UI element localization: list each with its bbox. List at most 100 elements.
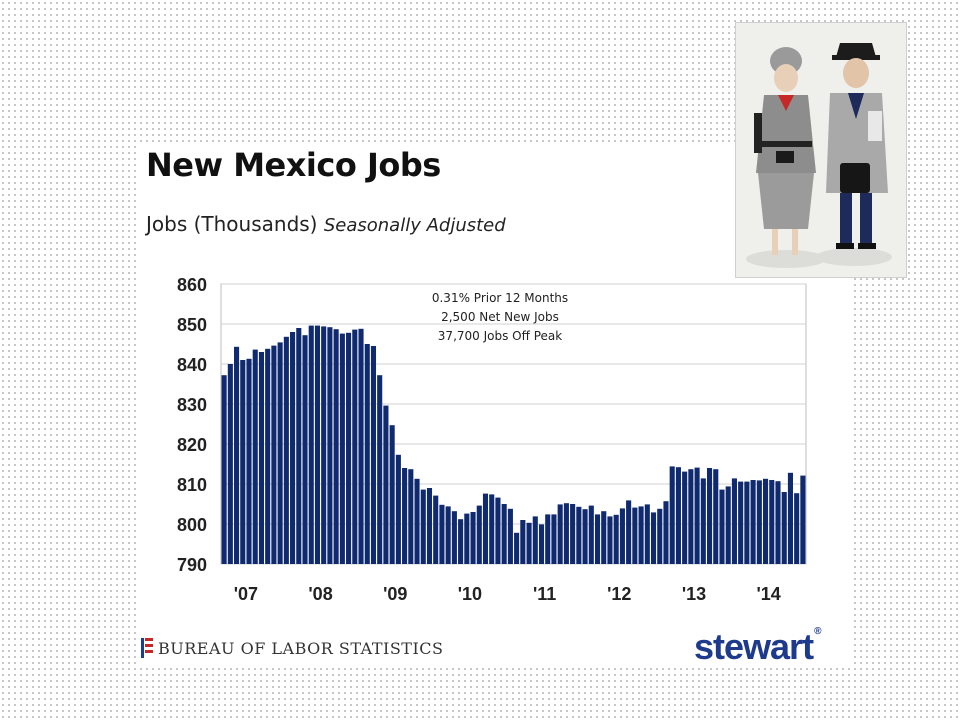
bar <box>794 493 800 564</box>
bar <box>532 516 538 564</box>
bar <box>346 332 352 564</box>
x-tick-label: '07 <box>234 584 258 604</box>
x-tick-label: '14 <box>757 584 781 604</box>
bar <box>383 405 389 564</box>
bar <box>445 506 451 564</box>
bar <box>576 506 582 564</box>
x-tick-label: '10 <box>458 584 482 604</box>
bar <box>738 481 744 564</box>
bls-logo: BUREAU OF LABOR STATISTICS <box>140 636 443 660</box>
annotation-line-2: 2,500 Net New Jobs <box>441 310 559 324</box>
x-tick-label: '11 <box>533 584 556 604</box>
bar <box>333 329 339 564</box>
bar <box>395 454 401 564</box>
bar <box>644 504 650 564</box>
bar <box>688 469 694 564</box>
bar <box>495 497 501 564</box>
bar <box>563 503 569 564</box>
doll-photo-illustration <box>736 23 906 277</box>
bar <box>507 508 513 564</box>
x-tick-label: '08 <box>308 584 332 604</box>
bar <box>663 501 669 564</box>
bar <box>619 508 625 564</box>
annotation-line-3: 37,700 Jobs Off Peak <box>437 329 563 343</box>
doll-photo <box>735 22 907 278</box>
bar <box>557 504 563 564</box>
bar <box>327 327 333 564</box>
bar <box>439 504 445 564</box>
bar <box>514 532 520 564</box>
bar <box>613 514 619 564</box>
bar <box>234 346 240 564</box>
bar <box>246 358 252 564</box>
bar <box>719 489 725 564</box>
bar <box>520 520 526 564</box>
bar <box>221 375 227 564</box>
y-tick-label: 820 <box>177 435 207 455</box>
bar <box>458 519 464 564</box>
bls-flag-icon <box>141 638 153 658</box>
bar <box>426 488 433 564</box>
bar <box>283 336 289 564</box>
bar <box>476 505 482 564</box>
bar <box>451 511 457 564</box>
bar <box>551 514 557 564</box>
bar <box>414 478 420 564</box>
bar <box>626 500 632 564</box>
bar <box>314 325 321 564</box>
bar <box>769 480 775 564</box>
bar <box>582 509 588 564</box>
y-tick-label: 810 <box>177 475 207 495</box>
bar <box>370 346 377 564</box>
bar <box>781 492 787 564</box>
bar <box>321 326 327 564</box>
y-tick-label: 840 <box>177 355 207 375</box>
x-tick-label: '12 <box>607 584 631 604</box>
y-tick-label: 800 <box>177 515 207 535</box>
bar <box>694 467 700 564</box>
annotation-line-1: 0.31% Prior 12 Months <box>431 291 569 305</box>
bar <box>464 513 470 564</box>
bar <box>787 472 793 564</box>
bar <box>252 349 258 564</box>
stewart-logo-text: stewart <box>694 626 814 667</box>
bar <box>744 481 750 564</box>
bar <box>501 504 507 564</box>
bar <box>800 475 806 564</box>
bar <box>669 466 675 564</box>
x-tick-label: '09 <box>383 584 407 604</box>
bar <box>650 512 657 564</box>
bar <box>545 514 551 564</box>
page-title: New Mexico Jobs <box>146 146 441 184</box>
bar <box>364 344 370 564</box>
bar <box>377 375 383 564</box>
subtitle-note: Seasonally Adjusted <box>323 215 506 236</box>
bar <box>538 524 545 564</box>
chart-annotation: 0.31% Prior 12 Months 2,500 Net New Jobs… <box>400 289 600 346</box>
bar <box>433 495 439 564</box>
bar <box>227 364 233 564</box>
bar <box>389 425 395 564</box>
bar <box>638 506 644 564</box>
bar <box>700 478 706 564</box>
bar <box>756 480 762 564</box>
bar <box>265 348 271 564</box>
bar <box>607 516 613 564</box>
x-tick-label: '13 <box>682 584 706 604</box>
bar <box>420 489 426 564</box>
bar <box>762 478 769 564</box>
bar <box>632 507 638 564</box>
bar <box>339 333 345 564</box>
bar <box>258 352 265 564</box>
bar <box>713 469 719 564</box>
bar <box>570 504 576 564</box>
bar <box>470 512 476 564</box>
bls-logo-text: BUREAU OF LABOR STATISTICS <box>158 638 444 658</box>
bar <box>725 486 731 564</box>
bar <box>277 342 283 564</box>
bar <box>482 493 489 564</box>
y-tick-label: 790 <box>177 555 207 575</box>
y-tick-label: 860 <box>177 275 207 295</box>
bar <box>775 481 781 564</box>
